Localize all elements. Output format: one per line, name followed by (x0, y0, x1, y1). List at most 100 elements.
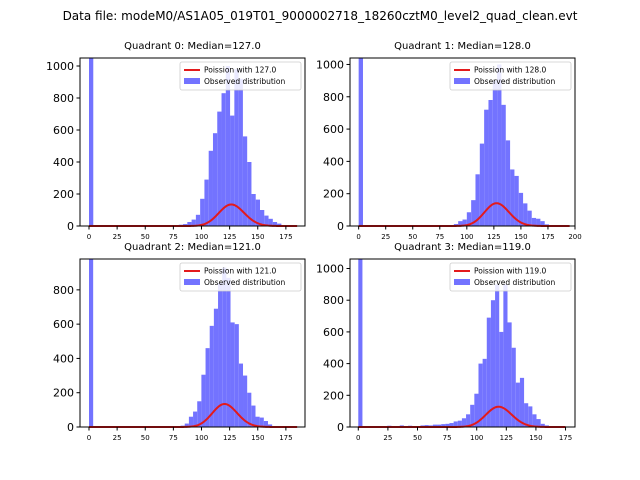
quadrant-0-xtick-label: 150 (251, 233, 264, 241)
quadrant-0-zero-bin-bar (89, 58, 94, 226)
quadrant-2-legend-fit-label: Poission with 121.0 (204, 267, 277, 276)
quadrant-3-hist-bar (495, 284, 500, 427)
quadrant-3-hist-bar (478, 363, 483, 427)
quadrant-1-hist-bar (540, 221, 545, 226)
quadrant-0-xtick-label: 175 (279, 233, 292, 241)
quadrant-0-hist-bar (242, 136, 248, 226)
quadrant-1-hist-bar (492, 80, 498, 226)
quadrant-1-hist-bar (510, 169, 515, 226)
quadrant-2-xtick-label: 175 (279, 434, 292, 442)
quadrant-2-xtick-label: 75 (169, 434, 178, 442)
quadrant-3-hist-bar (457, 420, 462, 427)
quadrant-3-legend-fit-label: Poission with 119.0 (474, 267, 547, 276)
quadrant-2-legend: Poission with 121.0 Observed distribution (179, 262, 302, 292)
quadrant-0-hist-bar (212, 133, 218, 226)
quadrant-3-xtick-label: 75 (443, 434, 452, 442)
quadrant-2-hist-bar (188, 416, 194, 427)
quadrant-1-hist-bar (514, 175, 519, 226)
quadrant-3-zero-bin-bar (358, 259, 363, 427)
quadrant-3-axes-frame (349, 258, 576, 428)
quadrant-2-hist-bar (213, 308, 219, 427)
quadrant-0-legend: Poission with 127.0 Observed distribution (179, 61, 302, 91)
quadrant-3-hist-bar (499, 331, 504, 427)
quadrant-3-ytick-label: 200 (323, 389, 344, 402)
quadrant-1-hist-bar (531, 217, 537, 226)
quadrant-0-ytick-label: 400 (53, 156, 74, 169)
quadrant-0-hist-bar (234, 69, 239, 226)
quadrant-2-hist-bar (234, 324, 239, 427)
quadrant-0-hist-bar (268, 218, 273, 226)
quadrant-2-ytick-label: 400 (53, 352, 74, 365)
quadrant-2-hist-bar (255, 416, 260, 427)
quadrant-1-hist-bar (527, 210, 532, 226)
quadrant-3-hist-bar (540, 423, 545, 427)
quadrant-2-hist-bar (205, 348, 210, 427)
quadrant-3-xtick-label: 150 (529, 434, 542, 442)
quadrant-0-panel: Quadrant 0: Median=127.0 0 200 400 600 800 100… (46, 41, 306, 241)
quadrant-1-panel: Quadrant 1: Median=128.0 0 200 400 600 800 100… (316, 41, 582, 241)
quadrant-2-hist-bar (259, 417, 264, 427)
quadrant-0-hist-bar (208, 150, 213, 226)
quadrant-2-ytick-label: 800 (53, 284, 74, 297)
quadrant-1-legend-hist-swatch (454, 78, 470, 84)
quadrant-2-hist-bar (222, 267, 227, 427)
quadrant-1-ytick-label: 800 (323, 91, 344, 104)
quadrant-2-xtick-label: 0 (87, 434, 91, 442)
quadrant-2-xtick-label: 125 (223, 434, 236, 442)
quadrant-3-xtick-label: 0 (356, 434, 360, 442)
quadrant-0-xtick-label: 25 (113, 233, 122, 241)
quadrant-1-ytick-label: 1000 (316, 58, 344, 71)
quadrant-2-hist-bar (267, 424, 273, 427)
figure-suptitle: Data file: modeM0/AS1A05_019T01_90000027… (63, 9, 578, 23)
quadrant-1-hist-bar (523, 203, 528, 226)
quadrant-3-xtick-label: 175 (559, 434, 572, 442)
quadrant-3-hist-bar (519, 377, 525, 427)
quadrant-0-title: Quadrant 0: Median=127.0 (124, 41, 261, 52)
quadrant-0-xtick-label: 125 (223, 233, 236, 241)
quadrant-2-xtick-label: 25 (113, 434, 122, 442)
quadrant-2-hist-bar (184, 423, 189, 427)
quadrant-2-hist-bar (238, 363, 244, 427)
quadrant-2-ytick-label: 200 (53, 387, 74, 400)
quadrant-0-xtick-label: 50 (141, 233, 150, 241)
quadrant-2-hist-bar (201, 374, 206, 427)
quadrant-1-xtick-label: 150 (514, 233, 527, 241)
quadrant-1-legend-box (449, 61, 572, 91)
quadrant-3-hist-bar (437, 424, 442, 427)
quadrant-0-hist-bar (230, 115, 235, 226)
quadrant-3-hist-bar (474, 393, 479, 427)
quadrant-0-hist-bar (238, 78, 243, 226)
quadrant-3-hist-bar (528, 406, 533, 427)
quadrant-2-xtick-label: 100 (195, 434, 208, 442)
quadrant-3-xtick-label: 100 (470, 434, 483, 442)
quadrant-0-legend-hist-label: Observed distribution (204, 77, 285, 86)
quadrant-2-axes-frame (79, 258, 306, 428)
quadrant-3-hist-bar (445, 423, 450, 427)
quadrant-3-hist-bar (524, 403, 529, 427)
quadrant-0-legend-fit-label: Poission with 127.0 (204, 66, 277, 75)
quadrant-1-hist-bar (497, 64, 502, 226)
quadrant-1-xtick-label: 0 (356, 233, 360, 241)
quadrant-0-hist-bar (204, 179, 209, 226)
quadrant-1-axes-frame (349, 57, 576, 227)
quadrant-1-xtick-label: 75 (435, 233, 444, 241)
quadrant-1-hist-bar (462, 219, 467, 226)
quadrant-2-legend-hist-swatch (184, 279, 200, 285)
quadrant-2-xtick-label: 150 (251, 434, 264, 442)
quadrant-0-ytick-label: 800 (53, 92, 74, 105)
quadrant-1-zero-bin-bar (358, 58, 363, 226)
quadrant-1-ytick-label: 0 (337, 220, 344, 233)
quadrant-1-ytick-label: 600 (323, 123, 344, 136)
quadrant-0-hist-bar (200, 198, 205, 226)
quadrant-3-hist-bar (511, 347, 516, 427)
quadrant-0-hist-bar (225, 66, 231, 226)
quadrant-1-hist-bar (466, 212, 472, 226)
quadrant-3-hist-bar (432, 424, 438, 427)
quadrant-1-legend: Poission with 128.0 Observed distribution (449, 61, 572, 91)
quadrant-1-hist-bar (518, 192, 524, 226)
quadrant-1-title: Quadrant 1: Median=128.0 (394, 41, 531, 52)
quadrant-0-hist-bar (251, 194, 256, 226)
quadrant-0-ytick-label: 600 (53, 124, 74, 137)
quadrant-2-xtick-label: 50 (141, 434, 150, 442)
quadrant-2-panel: Quadrant 2: Median=121.0 0 200 400 600 800 0 25… (53, 242, 306, 442)
